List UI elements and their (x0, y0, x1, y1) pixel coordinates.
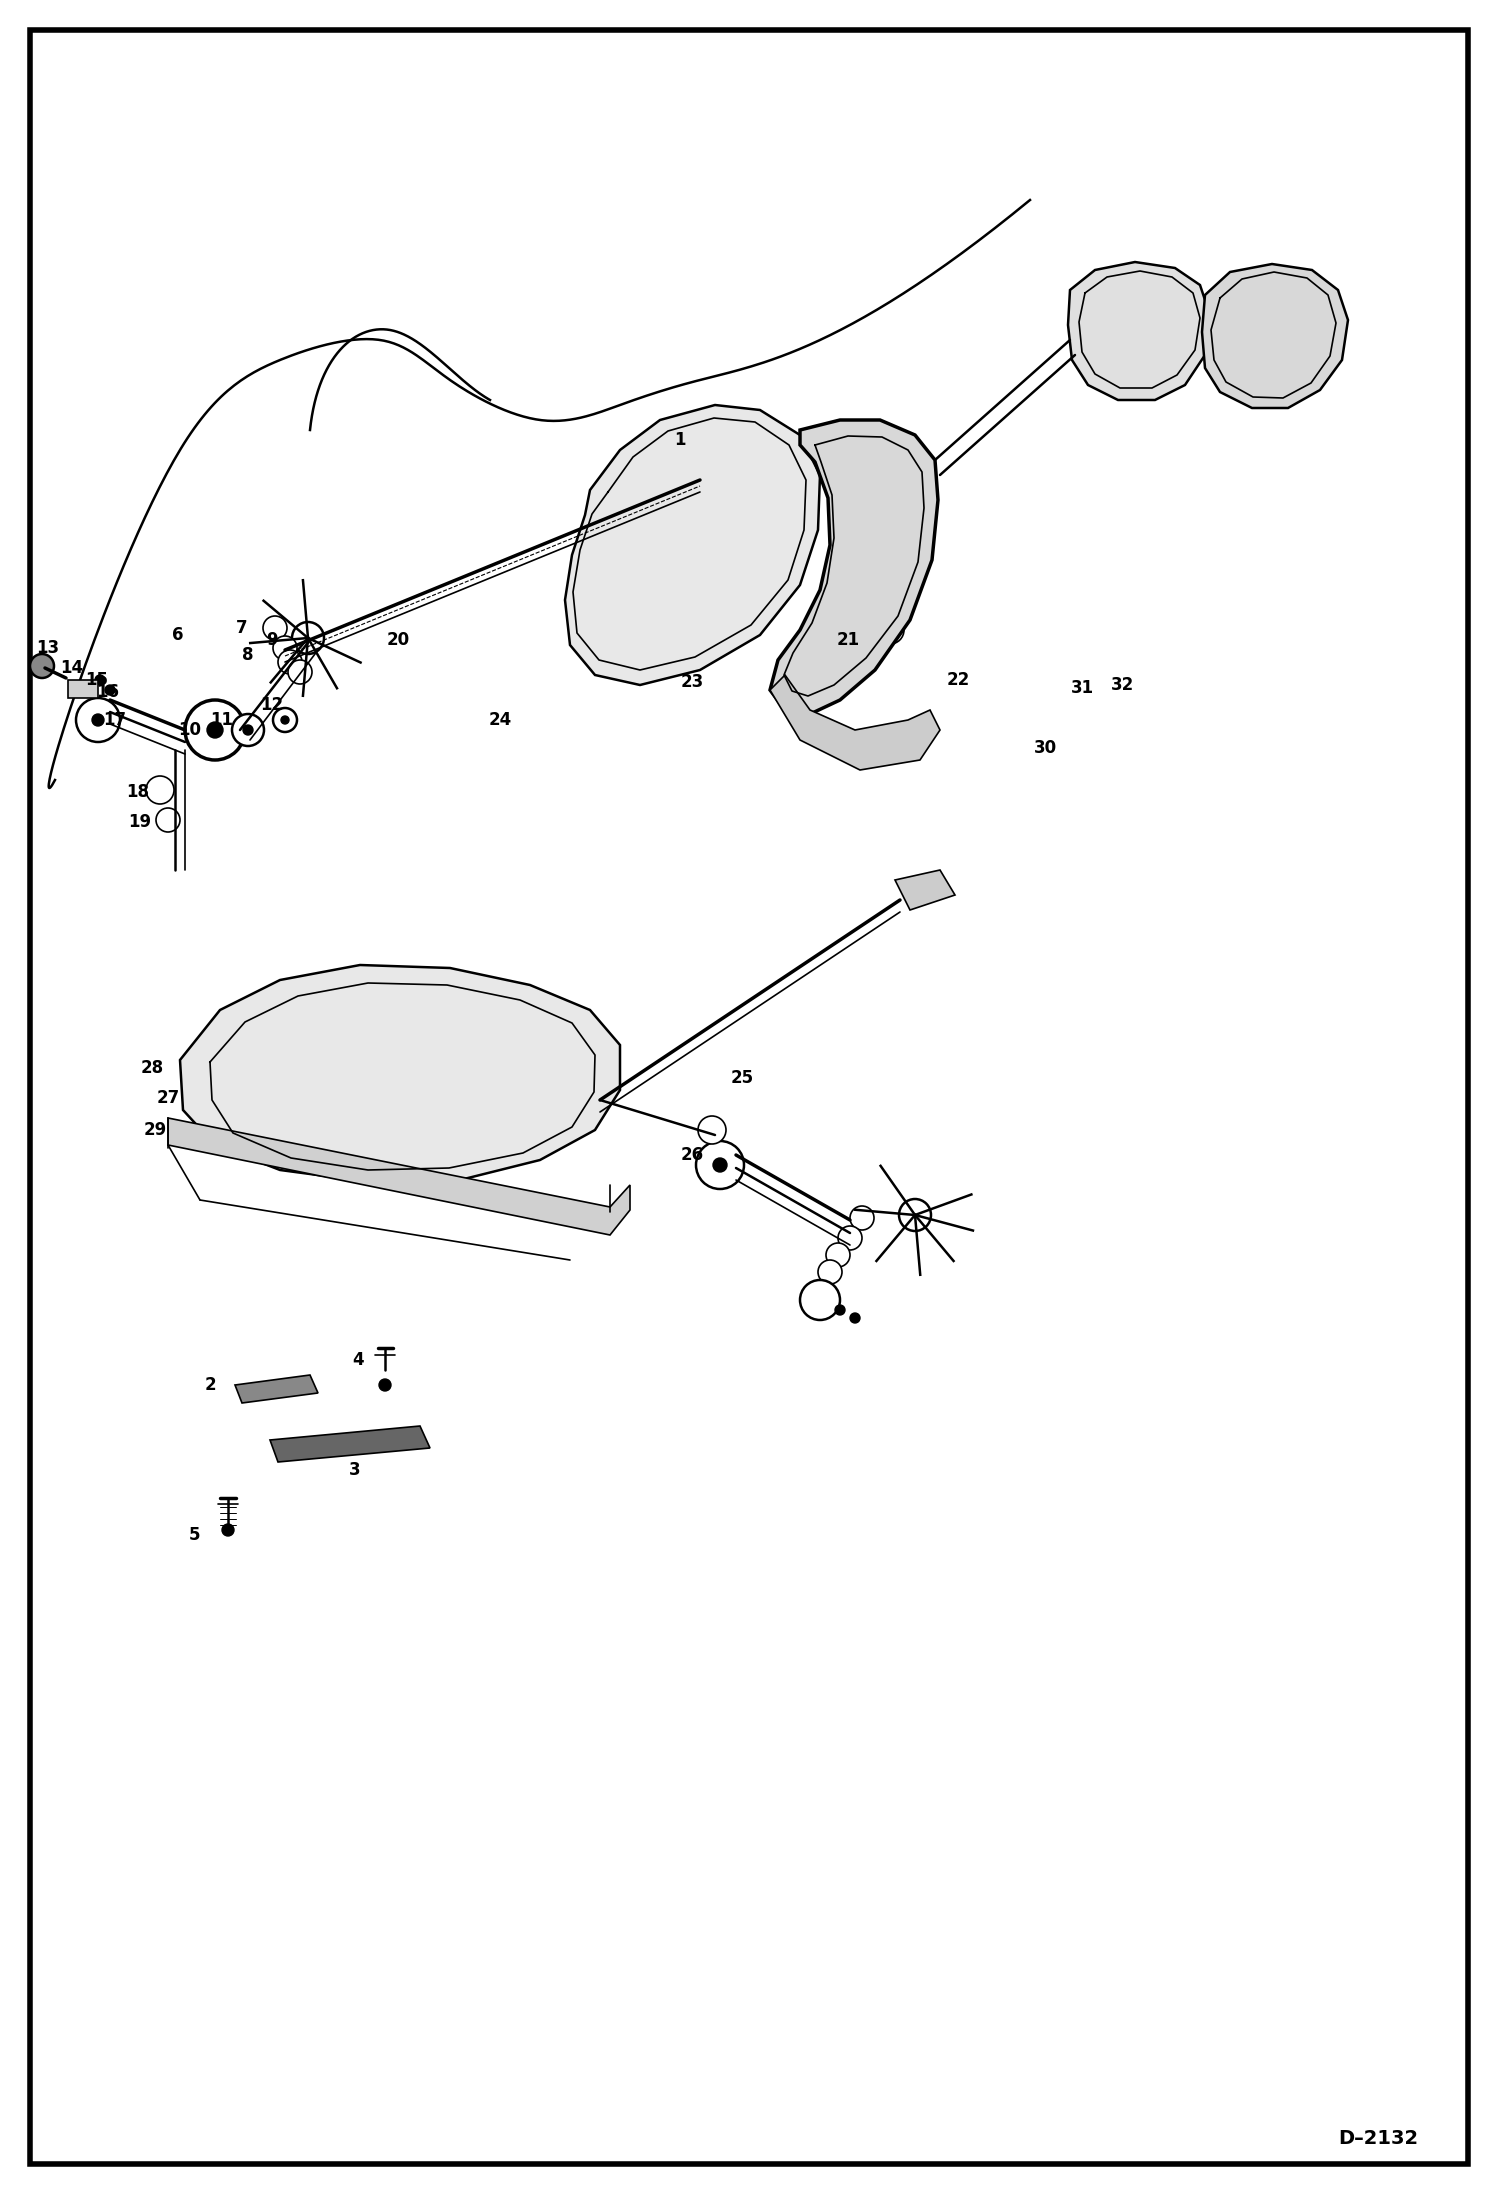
Text: 21: 21 (836, 632, 860, 649)
Circle shape (876, 617, 903, 645)
Text: 25: 25 (731, 1068, 753, 1086)
Text: 9: 9 (267, 632, 277, 649)
Circle shape (905, 1205, 924, 1224)
Circle shape (243, 724, 253, 735)
Circle shape (30, 654, 54, 678)
Text: 24: 24 (488, 711, 512, 728)
Circle shape (288, 660, 312, 685)
Polygon shape (770, 676, 941, 770)
Circle shape (282, 715, 289, 724)
Circle shape (222, 1525, 234, 1536)
Text: 32: 32 (1110, 676, 1134, 693)
Circle shape (264, 617, 288, 641)
Text: 4: 4 (352, 1352, 364, 1369)
Circle shape (885, 485, 894, 496)
Text: 7: 7 (237, 619, 247, 636)
Polygon shape (235, 1376, 318, 1402)
Circle shape (273, 636, 297, 660)
Bar (67, 680, 97, 698)
Text: 12: 12 (261, 695, 283, 713)
Polygon shape (770, 419, 938, 715)
Text: 1: 1 (674, 430, 686, 450)
Polygon shape (270, 1426, 430, 1461)
Text: 5: 5 (189, 1527, 201, 1545)
Text: D–2132: D–2132 (1338, 2130, 1419, 2148)
Circle shape (156, 807, 180, 832)
Text: 15: 15 (85, 671, 108, 689)
Text: 17: 17 (103, 711, 126, 728)
Circle shape (834, 1305, 845, 1314)
Circle shape (843, 1233, 855, 1244)
Circle shape (145, 777, 174, 803)
Circle shape (849, 1207, 873, 1231)
Text: 31: 31 (1071, 678, 1094, 698)
Text: 18: 18 (126, 783, 150, 801)
Circle shape (298, 627, 318, 647)
Circle shape (285, 656, 297, 667)
Text: 10: 10 (178, 722, 202, 739)
Text: 22: 22 (947, 671, 969, 689)
Text: 30: 30 (1034, 739, 1056, 757)
Text: 11: 11 (211, 711, 234, 728)
Text: 27: 27 (156, 1088, 180, 1108)
Text: 16: 16 (96, 682, 120, 702)
Text: 13: 13 (36, 638, 60, 656)
Circle shape (279, 643, 291, 654)
Circle shape (698, 1117, 727, 1143)
Circle shape (855, 1211, 867, 1224)
Polygon shape (1068, 261, 1210, 399)
Circle shape (818, 1259, 842, 1283)
Circle shape (825, 1244, 849, 1266)
Circle shape (91, 713, 103, 726)
Text: 26: 26 (680, 1145, 704, 1165)
Polygon shape (1201, 263, 1348, 408)
Circle shape (697, 1141, 745, 1189)
Circle shape (885, 625, 894, 634)
Text: 3: 3 (349, 1461, 361, 1479)
Circle shape (849, 1312, 860, 1323)
Circle shape (831, 1248, 843, 1262)
Text: 23: 23 (680, 674, 704, 691)
Circle shape (824, 1266, 836, 1277)
Circle shape (151, 781, 168, 799)
Circle shape (881, 546, 909, 575)
Circle shape (890, 555, 900, 566)
Text: 8: 8 (243, 645, 253, 665)
Text: 29: 29 (144, 1121, 166, 1139)
Circle shape (713, 1158, 727, 1172)
Text: 14: 14 (60, 658, 84, 678)
Text: 20: 20 (386, 632, 409, 649)
Circle shape (292, 623, 324, 654)
Circle shape (899, 1198, 930, 1231)
Circle shape (837, 1226, 861, 1251)
Circle shape (379, 1380, 391, 1391)
Text: 2: 2 (204, 1376, 216, 1393)
Circle shape (294, 667, 306, 678)
Polygon shape (894, 871, 956, 911)
Circle shape (160, 814, 175, 827)
Polygon shape (168, 1119, 631, 1235)
Text: 19: 19 (129, 814, 151, 832)
Circle shape (76, 698, 120, 742)
Circle shape (800, 1279, 840, 1321)
Polygon shape (180, 965, 620, 1183)
Circle shape (184, 700, 246, 759)
Circle shape (94, 676, 105, 685)
Circle shape (876, 476, 903, 505)
Circle shape (207, 722, 223, 737)
Polygon shape (565, 406, 819, 685)
Circle shape (273, 709, 297, 733)
Text: 6: 6 (172, 625, 184, 645)
Circle shape (704, 1121, 721, 1139)
Circle shape (279, 649, 303, 674)
Text: 28: 28 (141, 1060, 163, 1077)
Circle shape (232, 713, 264, 746)
Circle shape (270, 623, 282, 634)
Circle shape (105, 685, 115, 695)
